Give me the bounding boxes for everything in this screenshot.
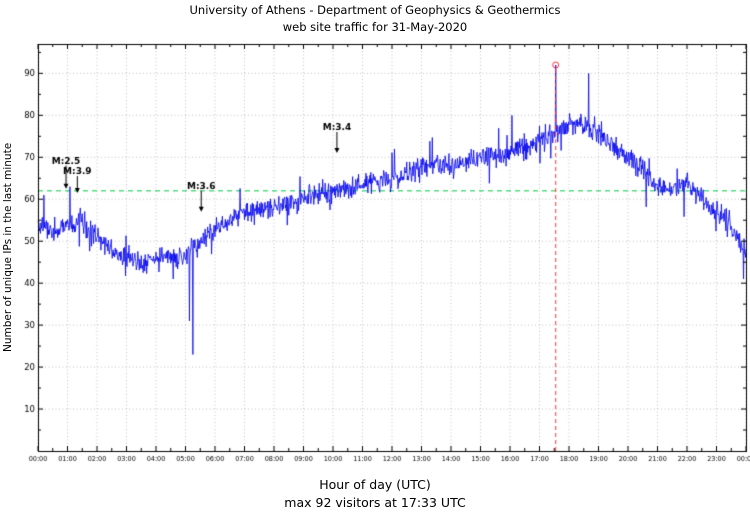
max-visitors-caption: max 92 visitors at 17:33 UTC [284, 495, 466, 510]
chart-subtitle: web site traffic for 31-May-2020 [282, 20, 468, 34]
chart-title: University of Athens - Department of Geo… [189, 3, 561, 17]
x-axis-label: Hour of day (UTC) [319, 477, 431, 492]
y-axis-label: Number of unique IPs in the last minute [2, 142, 14, 353]
